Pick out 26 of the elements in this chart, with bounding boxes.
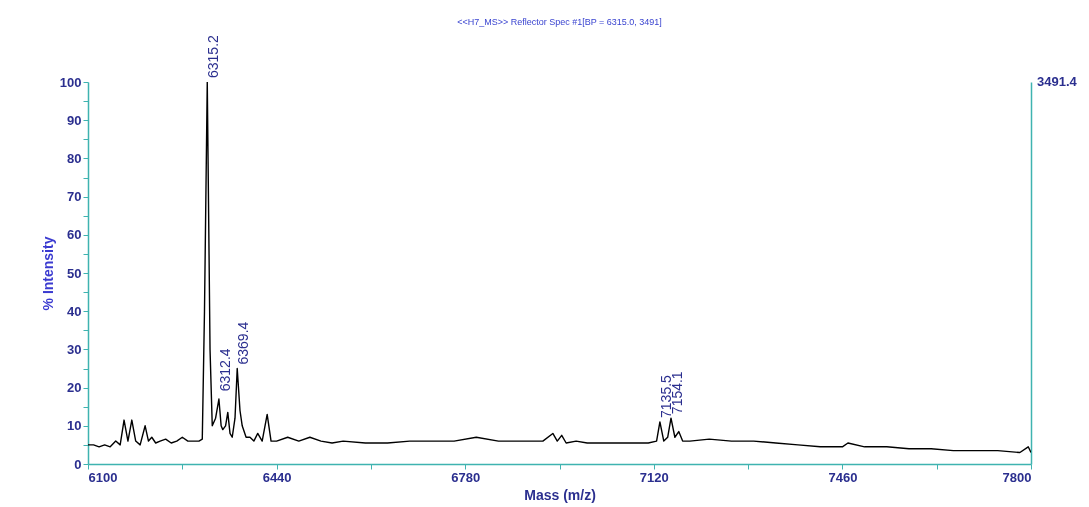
chart-title: <<H7_MS>> Reflector Spec #1[BP = 6315.0, 3491] <box>457 17 662 28</box>
text: 3491.4 <box>1037 74 1078 89</box>
annotation: 7135.5 <box>657 374 674 418</box>
y-tick-label: 20 <box>67 380 82 396</box>
x-axis-title: Mass (m/z) <box>524 486 596 503</box>
x-tick-label: 7120 <box>639 469 669 485</box>
y-tick-label: 90 <box>67 112 82 128</box>
y-tick-label: 70 <box>67 189 82 205</box>
annotation: 6312.4 <box>216 348 233 392</box>
y-tick-label: 30 <box>67 341 82 357</box>
y-tick-label: 80 <box>67 150 82 166</box>
annotation: 6315.2 <box>205 34 222 78</box>
line-series <box>88 82 1031 454</box>
x-tick-label: 7800 <box>1002 469 1032 485</box>
x-tick-label: 6100 <box>88 469 118 485</box>
y-tick-label: 60 <box>67 227 82 243</box>
y-tick-label: 10 <box>67 418 82 434</box>
y-tick-label: 100 <box>59 74 82 90</box>
y-tick-label: 40 <box>67 303 82 319</box>
annotation: 6369.4 <box>235 321 252 365</box>
x-tick-label: 6780 <box>451 469 481 485</box>
y-axis-title: % Intensity <box>39 236 56 311</box>
x-tick-label: 6440 <box>262 469 292 485</box>
x-tick-label: 7460 <box>828 469 858 485</box>
y-tick-label: 50 <box>67 265 82 281</box>
y-tick-label: 0 <box>74 456 82 472</box>
